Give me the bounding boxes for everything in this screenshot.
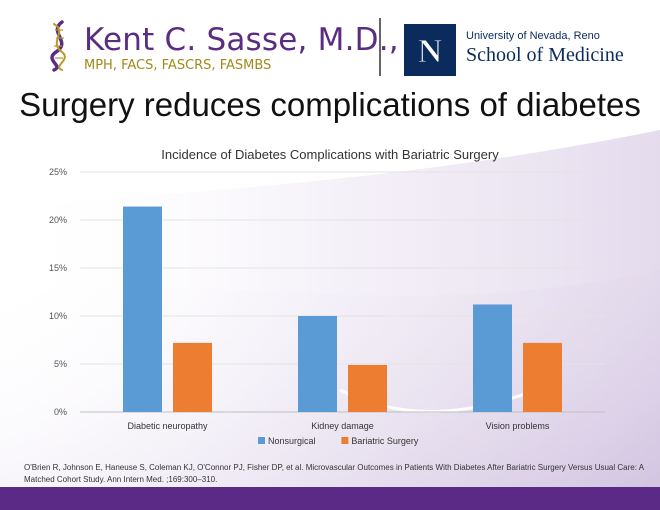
legend-label: Nonsurgical: [268, 436, 316, 446]
y-tick-label: 10%: [49, 311, 67, 321]
legend-swatch: [258, 437, 265, 444]
dna-helix-icon: [50, 20, 66, 72]
footer-bar: [0, 487, 660, 510]
bar-bariatric-surgery: [348, 364, 387, 412]
y-tick-label: 20%: [49, 215, 67, 225]
bar-chart: Incidence of Diabetes Complications with…: [49, 147, 605, 446]
y-tick-label: 0%: [54, 407, 67, 417]
unr-n-logo: N: [404, 24, 456, 76]
x-tick-label: Vision problems: [486, 421, 550, 431]
bar-bariatric-surgery: [173, 342, 212, 412]
y-tick-label: 15%: [49, 263, 67, 273]
header-divider: [379, 18, 381, 76]
university-name: University of Nevada, Reno: [466, 30, 600, 42]
chart-title: Incidence of Diabetes Complications with…: [161, 147, 499, 162]
bar-bariatric-surgery: [523, 342, 562, 412]
doctor-credentials: MPH, FACS, FASCRS, FASMBS: [84, 58, 272, 73]
x-tick-label: Kidney damage: [311, 421, 374, 431]
y-tick-label: 5%: [54, 359, 67, 369]
citation-text: O'Brien R, Johnson E, Haneuse S, Coleman…: [24, 463, 644, 484]
school-name: School of Medicine: [466, 44, 624, 66]
slide-header: Kent C. Sasse, M.D., MPH, FACS, FASCRS, …: [0, 0, 660, 90]
y-tick-label: 25%: [49, 167, 67, 177]
legend-swatch: [341, 437, 349, 444]
doctor-name: Kent C. Sasse, M.D.,: [84, 22, 399, 58]
legend-label: Bariatric Surgery: [351, 436, 419, 446]
bar-nonsurgical: [298, 316, 337, 412]
slide-title: Surgery reduces complications of diabete…: [19, 86, 641, 123]
x-tick-label: Diabetic neuropathy: [127, 421, 208, 431]
logo-letter: N: [418, 33, 443, 70]
bar-nonsurgical: [473, 304, 512, 412]
bar-nonsurgical: [123, 206, 162, 412]
